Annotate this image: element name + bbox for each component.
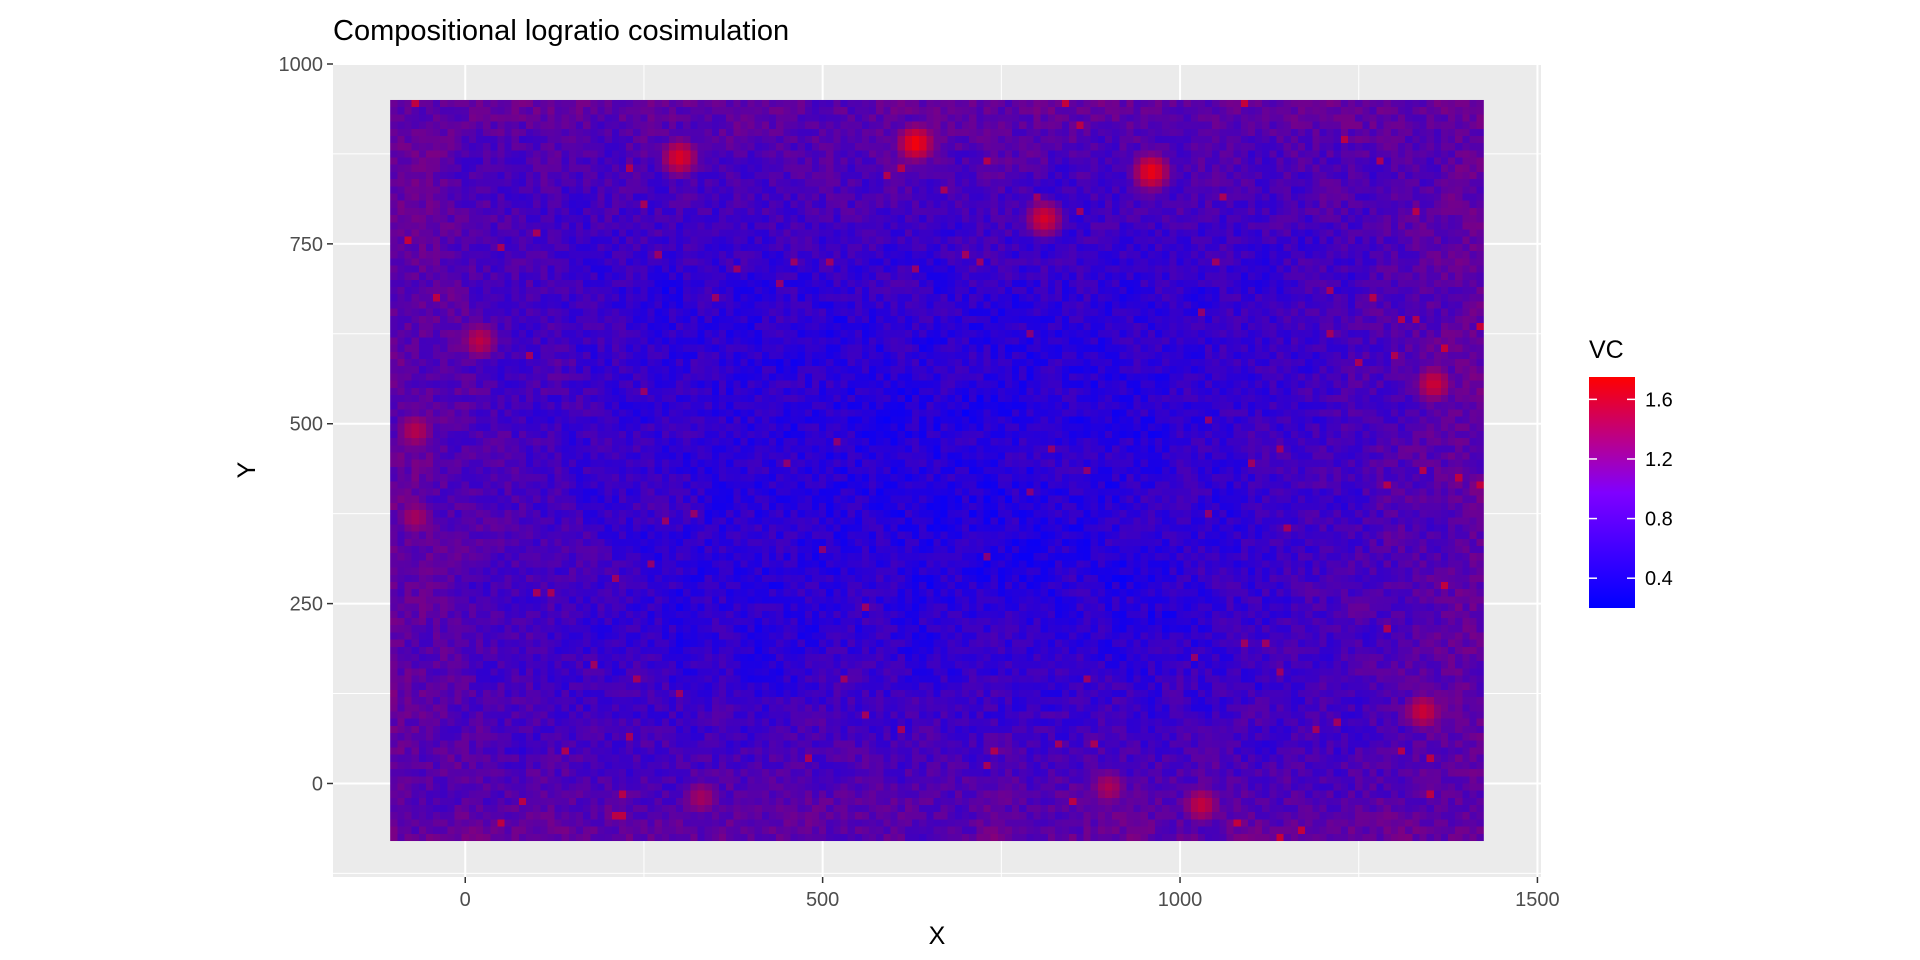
legend-break-label: 1.6: [1645, 389, 1673, 411]
x-tick-label: 1000: [1158, 889, 1203, 911]
y-axis-title: Y: [233, 461, 261, 478]
legend-break-label: 1.2: [1645, 449, 1673, 471]
chart-title: Compositional logratio cosimulation: [333, 15, 789, 47]
heatmap-image: [390, 99, 1484, 842]
y-tick-label: 750: [290, 234, 323, 256]
x-axis-title: X: [929, 922, 946, 950]
legend: VC 0.4 0.8 1.2 1.6: [1589, 336, 1673, 608]
legend-break-label: 0.8: [1645, 509, 1673, 531]
legend-break-label: 0.4: [1645, 568, 1673, 590]
y-tick-label: 500: [290, 414, 323, 436]
y-tick-label: 250: [290, 594, 323, 616]
heatmap-raster: [390, 99, 1484, 842]
x-tick-label: 0: [460, 889, 471, 911]
legend-colorbar: [1589, 377, 1635, 608]
legend-title: VC: [1589, 336, 1624, 364]
y-axis: 0 250 500 750 1000: [279, 54, 333, 795]
x-tick-label: 500: [806, 889, 839, 911]
y-tick-label: 1000: [279, 54, 324, 76]
x-axis: 0 500 1000 1500: [460, 877, 1560, 911]
y-tick-label: 0: [312, 773, 323, 795]
legend-ticks: 0.4 0.8 1.2 1.6: [1589, 389, 1673, 590]
x-tick-label: 1500: [1515, 889, 1560, 911]
